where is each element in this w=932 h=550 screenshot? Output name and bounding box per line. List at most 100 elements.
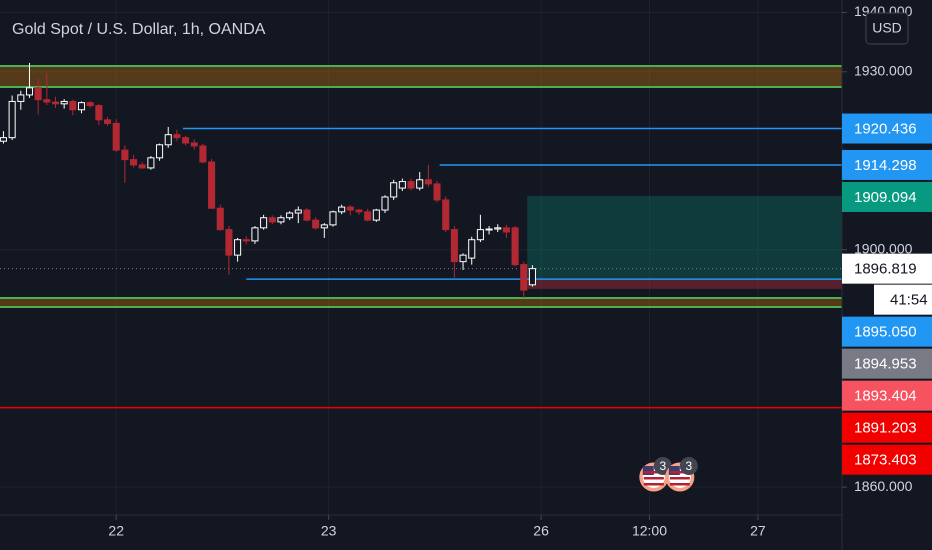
candle-body xyxy=(485,228,493,231)
candle-body xyxy=(260,217,268,229)
zone xyxy=(0,66,842,87)
currency-button-label[interactable]: USD xyxy=(872,20,902,36)
candle-body xyxy=(95,105,103,121)
candle-body xyxy=(182,137,190,144)
candle-body xyxy=(103,119,112,124)
candle-body xyxy=(242,239,250,242)
candle-body xyxy=(416,179,424,189)
candle-body xyxy=(329,211,337,226)
price-label-box xyxy=(842,113,932,144)
candle-body xyxy=(51,101,60,105)
price-label: 1891.203 xyxy=(854,420,917,437)
price-label-box xyxy=(842,316,932,347)
candle-body xyxy=(372,209,380,221)
candle-body xyxy=(320,224,328,229)
x-tick-label: 12:00 xyxy=(632,523,667,539)
event-marker: 3 xyxy=(665,457,698,492)
candle-body xyxy=(355,209,363,213)
x-tick-label: 22 xyxy=(108,523,124,539)
event-flag-stripe xyxy=(669,477,690,480)
candle-body xyxy=(407,181,415,189)
x-tick-label: 27 xyxy=(750,523,766,539)
candle-body xyxy=(0,137,8,142)
candle-body xyxy=(34,87,42,101)
candle-body xyxy=(199,145,207,163)
candle-body xyxy=(528,268,536,286)
candle-body xyxy=(268,217,276,223)
price-label-box xyxy=(842,444,932,475)
y-tick-label: 1860.000 xyxy=(854,478,913,494)
candle-body xyxy=(17,94,25,102)
event-flag-canton xyxy=(642,466,654,475)
zone xyxy=(0,298,842,307)
price-label: 1920.436 xyxy=(854,121,917,138)
candle-body xyxy=(442,199,450,231)
price-label-box xyxy=(842,380,932,411)
price-label: 1873.403 xyxy=(854,452,917,469)
price-label-box xyxy=(842,149,932,180)
candle-body xyxy=(294,209,302,214)
price-label-box xyxy=(842,181,932,212)
candle-body xyxy=(450,229,458,263)
candle-body xyxy=(164,134,172,146)
x-tick-label: 26 xyxy=(533,523,549,539)
event-flag-stripe xyxy=(643,477,664,480)
event-flag-stripe xyxy=(643,471,664,474)
event-count: 3 xyxy=(685,459,692,473)
candle-body xyxy=(381,196,389,211)
candle-body xyxy=(390,182,398,198)
price-label: 1893.404 xyxy=(854,388,917,405)
candle-body xyxy=(43,99,51,103)
candle-body xyxy=(303,209,311,221)
candle-body xyxy=(173,134,181,139)
currency-button-box[interactable] xyxy=(865,12,909,45)
candles xyxy=(0,62,536,298)
candle-body xyxy=(156,144,164,159)
event-flag-stripe xyxy=(669,471,690,474)
event-count: 3 xyxy=(659,459,666,473)
y-tick-label: 1900.000 xyxy=(854,240,913,256)
candle-body xyxy=(459,254,467,263)
candle-body xyxy=(338,206,346,213)
candle-body xyxy=(511,227,519,266)
candle-body xyxy=(216,207,224,231)
candle-body xyxy=(277,217,285,223)
candle-body xyxy=(130,159,138,166)
candle-body xyxy=(225,229,233,256)
grid xyxy=(0,0,842,515)
price-label: 1909.094 xyxy=(854,189,917,206)
candle-body xyxy=(520,264,528,291)
x-tick-label: 23 xyxy=(321,523,337,539)
position-profit-zone xyxy=(527,195,842,280)
currency-button[interactable]: USD xyxy=(865,12,909,45)
candle-body xyxy=(190,142,198,147)
price-label: 1896.819 xyxy=(854,261,917,278)
candle-body xyxy=(286,212,294,219)
event-flag-stripe xyxy=(669,483,690,486)
candle-body xyxy=(121,149,129,161)
candle-body xyxy=(25,87,34,96)
candle-body xyxy=(147,157,155,169)
candle-body xyxy=(208,161,216,209)
countdown: 41:54 xyxy=(890,292,928,309)
candle-body xyxy=(433,183,441,201)
candle-body xyxy=(8,100,16,139)
price-label: 1914.298 xyxy=(854,157,917,174)
chart-title: Gold Spot / U.S. Dollar, 1h, OANDA xyxy=(12,21,266,38)
candle-body xyxy=(86,102,94,107)
candle-body xyxy=(60,100,68,105)
event-badge xyxy=(679,457,698,475)
price-label-box xyxy=(842,348,932,379)
price-label: 1895.050 xyxy=(854,324,917,341)
y-tick-label: 1930.000 xyxy=(854,62,913,78)
candle-body xyxy=(424,179,432,185)
candle-body xyxy=(398,181,406,189)
price-label-box xyxy=(842,253,932,284)
candle-body xyxy=(138,164,146,169)
candle-body xyxy=(346,206,354,211)
candle-body xyxy=(234,239,242,256)
candle-body xyxy=(468,239,476,259)
